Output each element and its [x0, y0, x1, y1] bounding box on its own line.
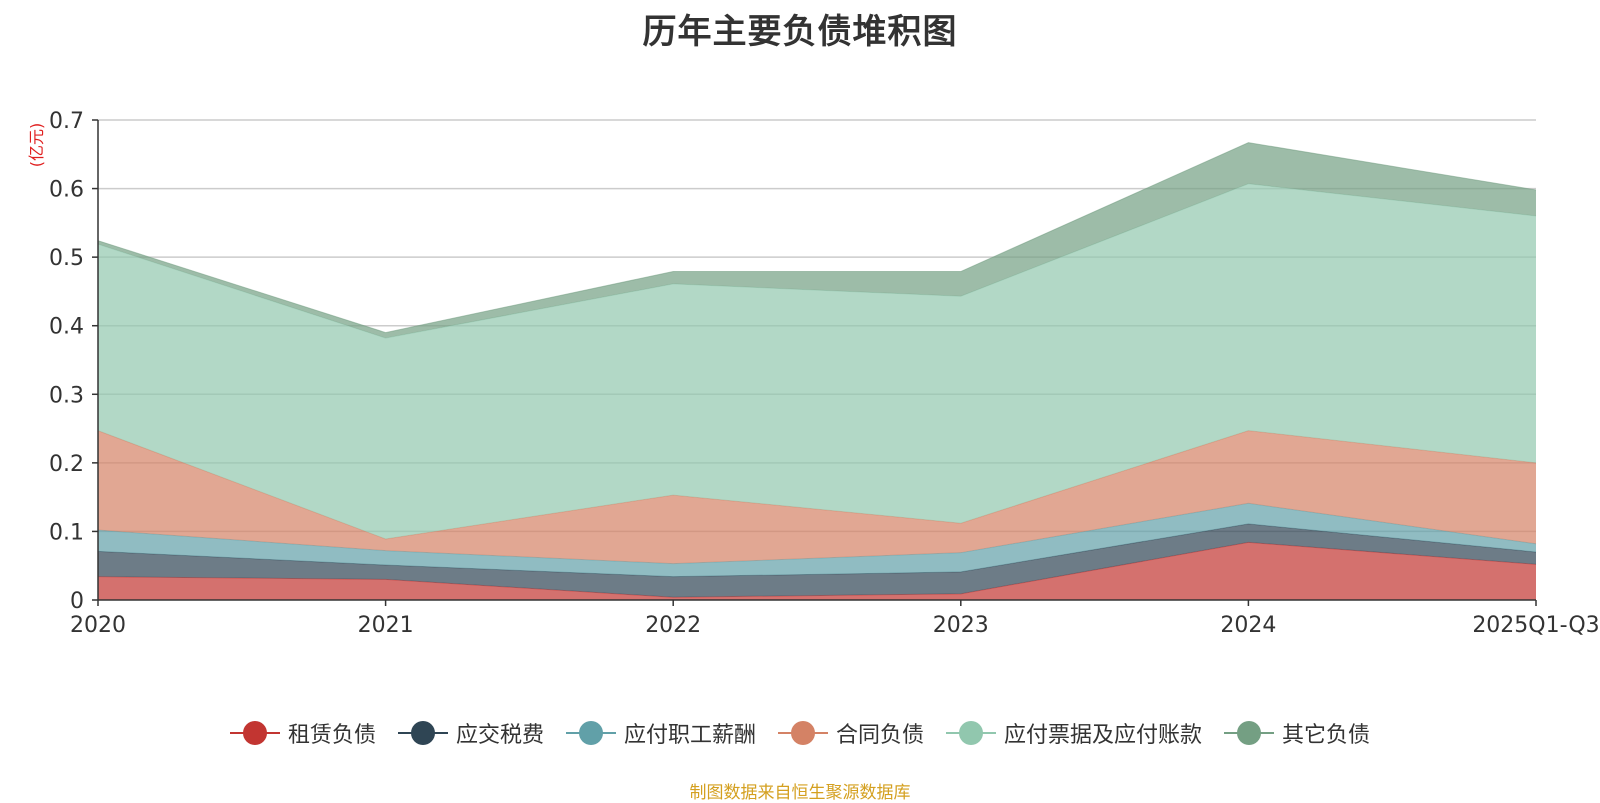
x-tick-label-2: 2022	[645, 613, 701, 638]
legend-item-0[interactable]: 租赁负债	[229, 717, 376, 749]
legend-marker-icon	[778, 720, 828, 746]
legend-item-4[interactable]: 应付票据及应付账款	[946, 717, 1202, 749]
x-tick-label-4: 2024	[1220, 613, 1276, 638]
legend-label: 应付职工薪酬	[623, 723, 756, 748]
area-series-5	[98, 142, 1536, 339]
legend-marker-icon	[229, 720, 280, 746]
legend-item-3[interactable]: 合同负债	[778, 717, 924, 749]
area-series-4	[98, 183, 1536, 539]
x-tick-label-1: 2021	[358, 613, 414, 638]
y-tick-label-6: 0.6	[49, 178, 84, 203]
y-tick-label-4: 0.4	[49, 315, 84, 340]
legend-label: 租赁负债	[287, 723, 376, 748]
area-layer	[97, 142, 1537, 600]
x-tick-label-3: 2023	[933, 613, 989, 638]
legend-marker-icon	[565, 720, 616, 746]
y-tick-label-1: 0.1	[49, 520, 84, 545]
legend-label: 合同负债	[836, 723, 925, 748]
area-series-3	[98, 430, 1536, 564]
y-tick-label-7: 0.7	[49, 109, 84, 134]
source-note: 制图数据来自恒生聚源数据库	[689, 783, 911, 803]
y-tick-label-5: 0.5	[49, 246, 84, 271]
legend-marker-icon	[1224, 720, 1275, 746]
y-unit-label: (亿元)	[27, 123, 46, 168]
legend-marker-icon	[946, 720, 997, 746]
chart-title: 历年主要负债堆积图	[642, 12, 958, 52]
area-edge-1	[97, 523, 1537, 578]
axis-layer: 0 0.1 0.2 0.3 0.4 0.5 0.6 0.7 2020 2021 2022 2023 20…	[27, 109, 1600, 638]
y-tick-label-3: 0.3	[49, 383, 84, 408]
legend-item-1[interactable]: 应交税费	[397, 717, 544, 749]
legend-label: 应付票据及应付账款	[1004, 723, 1203, 748]
legend-marker-icon	[397, 720, 448, 746]
area-edge-0	[97, 541, 1537, 598]
x-tick-label-0: 2020	[70, 613, 126, 638]
y-tick-label-0: 0	[70, 589, 84, 614]
legend: 租赁负债 应交税费 应付职工薪酬 合同负债 应付票据及应付账款 其它负债	[0, 716, 1600, 750]
area-edge-5	[97, 142, 1537, 334]
y-tick-label-2: 0.2	[49, 452, 84, 477]
x-tick-label-5: 2025Q1-Q3	[1472, 613, 1599, 638]
area-series-2	[98, 503, 1536, 577]
area-series-0	[98, 542, 1536, 600]
legend-label: 其它负债	[1282, 723, 1371, 748]
legend-label: 应交税费	[455, 723, 544, 748]
area-series-1	[98, 523, 1536, 598]
legend-item-5[interactable]: 其它负债	[1224, 717, 1370, 749]
legend-item-2[interactable]: 应付职工薪酬	[565, 717, 756, 749]
